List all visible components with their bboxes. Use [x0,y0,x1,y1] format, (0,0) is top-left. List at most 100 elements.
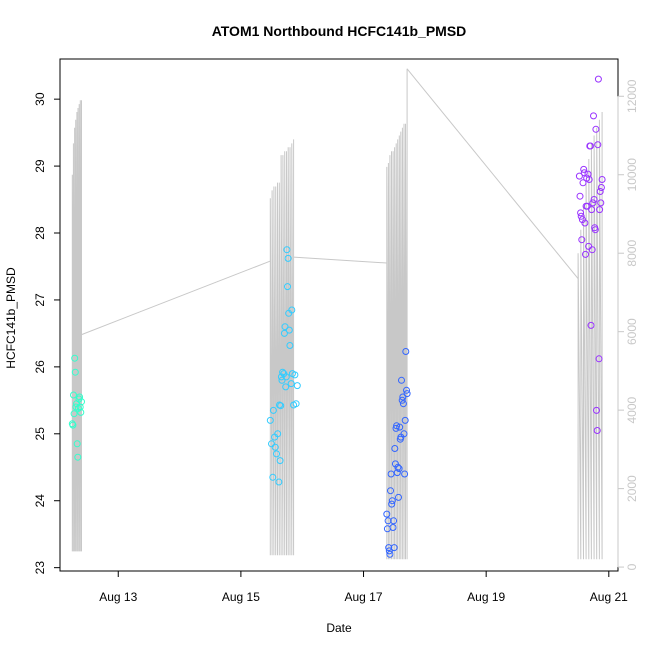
data-point [283,246,291,254]
data-point [282,373,290,381]
data-point [398,376,405,384]
y-tick-label: 27 [33,293,47,307]
y-tick-label: 26 [33,360,47,374]
data-point [273,450,280,458]
x-tick-label: Aug 13 [99,590,137,604]
secondary-spike-trace [386,68,408,560]
data-point [291,371,299,379]
data-point [587,321,595,329]
secondary-connector-line [78,260,271,337]
secondary-spike-trace [269,139,295,556]
x-axis: Aug 13 Aug 15 Aug 17 Aug 19 Aug 21 [99,570,628,604]
data-point [585,176,593,183]
x-tick-label: Aug 17 [345,590,383,604]
secondary-spike-trace [71,100,82,552]
data-point [596,188,604,195]
data-point [71,354,79,362]
data-point [386,550,394,558]
chart-title: ATOM1 Northbound HCFC141b_PMSD [212,23,467,39]
data-point [78,398,85,406]
data-point [282,383,290,391]
data-point [399,400,407,408]
data-point [401,416,409,424]
data-point [271,443,279,451]
data-point [70,410,78,418]
data-point [274,430,282,438]
data-point [575,172,583,180]
data-point [583,202,591,210]
x-tick-label: Aug 21 [590,590,628,604]
y2-tick-label: 0 [625,563,639,570]
data-point [393,422,401,430]
y-tick-label: 30 [33,92,47,106]
data-point [383,510,391,518]
data-point [388,497,396,505]
data-point [597,184,605,191]
data-point [577,209,585,217]
data-point [393,469,401,477]
data-point [71,368,79,376]
y-axis-right: 0 2000 4000 6000 8000 10000 12000 [617,79,639,570]
data-point [269,473,277,481]
data-point [284,254,292,262]
data-point [588,206,596,214]
data-point [579,179,587,187]
data-point [402,348,410,355]
data-point [395,493,402,501]
data-point [592,125,600,133]
data-point [276,401,283,409]
data-point [395,465,403,473]
data-point [589,199,597,207]
data-point [396,423,404,431]
y2-tick-label: 10000 [625,158,639,192]
y-tick-label: 23 [33,561,47,575]
data-point [293,382,301,390]
y-tick-label: 29 [33,159,47,173]
x-tick-label: Aug 15 [222,590,260,604]
data-point [596,206,604,214]
data-point [598,176,606,183]
data-point [582,250,589,258]
data-point [586,142,594,150]
y2-tick-label: 6000 [625,318,639,345]
data-point [278,376,286,384]
data-point [385,547,393,555]
data-point [266,416,274,424]
data-point [394,463,402,471]
plot-frame [59,58,619,572]
data-point [576,192,584,200]
data-point [391,445,399,452]
data-point [590,196,598,203]
y-axis-left: 23 24 25 26 27 28 29 30 [33,92,61,575]
data-point [392,424,400,432]
data-point [275,478,283,486]
data-point [269,406,277,414]
data-point [276,457,284,465]
data-point [577,212,585,220]
data-point [287,380,295,388]
data-point [591,226,599,234]
data-point [403,386,410,394]
data-point [73,440,81,448]
y-tick-label: 24 [33,494,47,508]
data-point [594,75,602,83]
y2-tick-label: 8000 [625,240,639,267]
x-tick-label: Aug 19 [467,590,505,604]
data-point [399,393,407,401]
data-point [595,355,603,363]
data-point [578,236,586,244]
data-point [403,390,411,398]
y-axis-label: HCFC141b_PMSD [4,267,18,369]
data-point [590,112,597,120]
data-point [285,326,293,334]
data-point [280,329,288,337]
data-point [288,306,296,314]
data-point [388,500,396,508]
data-point [286,342,294,349]
data-point [74,453,82,461]
data-point [284,283,291,291]
secondary-line-layer [71,68,603,560]
data-point [279,368,287,376]
scatter-points-layer [68,75,606,558]
